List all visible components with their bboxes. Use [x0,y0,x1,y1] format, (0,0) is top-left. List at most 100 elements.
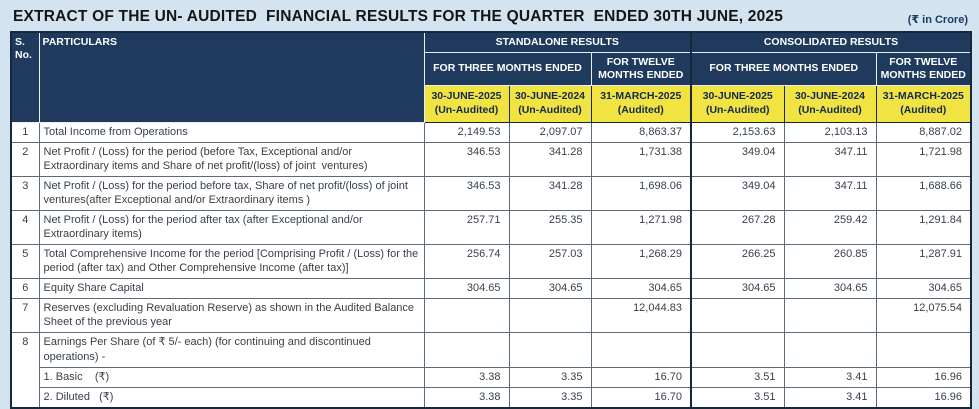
standalone-value-cell: 255.35 [508,209,592,246]
header-standalone-results: STANDALONE RESULTS [423,31,692,53]
consolidated-value-cell [690,332,785,368]
standalone-value-cell: 341.28 [508,141,592,177]
row-number-cell: 2 [10,141,40,177]
consolidated-value-cell: 304.65 [690,278,785,300]
standalone-value-cell: 12,044.83 [590,298,692,334]
title-bar: EXTRACT OF THE UN- AUDITED FINANCIAL RES… [10,6,970,31]
header-consolidated-june-2025: 30-JUNE-2025 (Un-Audited) [690,84,785,123]
particulars-cell: Net Profit / (Loss) for the period befor… [38,175,425,211]
standalone-value-cell: 346.53 [423,141,510,177]
standalone-value-cell [423,332,510,368]
consolidated-value-cell: 347.11 [783,175,877,211]
standalone-value-cell: 1,731.38 [590,141,692,177]
table-row: 6 Equity Share Capital 304.65 304.65 304.65 3… [10,278,972,300]
consolidated-value-cell: 16.96 [875,366,972,388]
header-consolidated-june-2024: 30-JUNE-2024 (Un-Audited) [783,84,877,123]
financial-results-table: S. No. PARTICULARS STANDALONE RESULTS CO… [10,31,973,409]
table-row: 8 Earnings Per Share (of ₹ 5/- each) (for… [10,332,972,409]
table-row: 4 Net Profit / (Loss) for the period afte… [10,209,972,246]
standalone-value-cell: 2,097.07 [508,121,592,143]
consolidated-value-cell: 349.04 [690,175,785,211]
standalone-value-cell: 1,698.06 [590,175,692,211]
row-number-cell: 1 [10,121,40,143]
standalone-value-cell [590,332,692,368]
particulars-cell: 2. Diluted (₹) [38,386,425,409]
consolidated-value-cell: 3.51 [690,366,785,388]
page-title: EXTRACT OF THE UN- AUDITED FINANCIAL RES… [13,8,784,25]
consolidated-value-cell: 2,153.63 [690,121,785,143]
consolidated-value-cell: 1,287.91 [875,244,972,280]
header-standalone-march-2025: 31-MARCH-2025 (Audited) [590,84,692,123]
header-consolidated-march-2025: 31-MARCH-2025 (Audited) [875,84,972,123]
header-consolidated-results: CONSOLIDATED RESULTS [689,31,972,53]
consolidated-value-cell: 304.65 [783,278,877,300]
row-number-cell: 3 [10,175,40,211]
standalone-value-cell [423,298,510,334]
particulars-cell: Reserves (excluding Revaluation Reserve)… [38,298,425,334]
consolidated-value-cell: 1,721.98 [875,141,972,177]
particulars-cell: Net Profit / (Loss) for the period after… [38,209,425,246]
standalone-value-cell [508,332,592,368]
consolidated-value-cell [690,298,785,334]
consolidated-value-cell [783,298,877,334]
standalone-value-cell: 346.53 [423,175,510,211]
standalone-value-cell: 3.38 [423,386,510,409]
particulars-cell: Earnings Per Share (of ₹ 5/- each) (for … [38,332,425,368]
consolidated-value-cell: 259.42 [783,209,877,246]
particulars-cell: Total Comprehensive Income for the perio… [38,244,425,280]
consolidated-value-cell: 260.85 [783,244,877,280]
standalone-value-cell [508,298,592,334]
consolidated-value-cell: 12,075.54 [875,298,972,334]
standalone-value-cell: 3.35 [508,386,592,409]
consolidated-value-cell: 349.04 [690,141,785,177]
row-number-cell: 5 [10,244,40,280]
consolidated-value-cell: 16.96 [875,386,972,409]
table-row: 3 Net Profit / (Loss) for the period befo… [10,175,972,211]
standalone-value-cell: 16.70 [590,386,692,409]
table-body: 1 Total Income from Operations 2,149.53 2,0… [10,121,972,409]
standalone-value-cell: 16.70 [590,366,692,388]
consolidated-value-cell: 2,103.13 [783,121,877,143]
particulars-cell: Net Profit / (Loss) for the period (befo… [38,141,425,177]
standalone-value-cell: 8,863.37 [590,121,692,143]
table-row: 2. Diluted (₹) 3.38 3.35 16.70 3.51 3.41 16.96 [11,386,972,409]
standalone-value-cell: 257.03 [508,244,592,280]
header-standalone-june-2024: 30-JUNE-2024 (Un-Audited) [508,84,592,123]
consolidated-value-cell: 3.51 [690,386,785,409]
consolidated-value-cell [783,332,877,368]
currency-note: (₹ in Crore) [907,14,968,26]
consolidated-value-cell: 3.41 [783,386,877,409]
header-particulars: PARTICULARS [38,31,425,123]
row-number-cell: 4 [10,209,40,246]
standalone-value-cell: 304.65 [508,278,592,300]
standalone-value-cell: 256.74 [423,244,510,280]
row-number-cell: 6 [10,278,40,300]
header-standalone-twelve-months: FOR TWELVE MONTHS ENDED [590,51,692,86]
standalone-value-cell: 1,268.29 [590,244,692,280]
table-row: 7 Reserves (excluding Revaluation Reserve… [10,298,972,334]
standalone-value-cell: 1,271.98 [590,209,692,246]
consolidated-value-cell [875,332,972,368]
table-row: 2 Net Profit / (Loss) for the period (bef… [10,141,972,177]
header-consolidated-three-months: FOR THREE MONTHS ENDED [690,51,877,86]
consolidated-value-cell: 267.28 [690,209,785,246]
row-number-cell: 8 [10,332,40,409]
consolidated-value-cell: 8,887.02 [875,121,972,143]
table-header: S. No. PARTICULARS STANDALONE RESULTS CO… [10,31,972,123]
header-standalone-three-months: FOR THREE MONTHS ENDED [423,51,592,86]
standalone-value-cell: 341.28 [508,175,592,211]
consolidated-value-cell: 266.25 [690,244,785,280]
standalone-value-cell: 2,149.53 [423,121,510,143]
header-sno: S. No. [10,31,40,123]
row-number-cell: 7 [10,298,40,334]
consolidated-value-cell: 347.11 [783,141,877,177]
standalone-value-cell: 304.65 [423,278,510,300]
consolidated-value-cell: 3.41 [783,366,877,388]
standalone-value-cell: 257.71 [423,209,510,246]
table-row: 1 Total Income from Operations 2,149.53 2,0… [10,121,972,143]
table-row: 5 Total Comprehensive Income for the peri… [10,244,972,280]
consolidated-value-cell: 304.65 [875,278,972,300]
particulars-cell: Total Income from Operations [38,121,425,143]
standalone-value-cell: 3.38 [423,366,510,388]
